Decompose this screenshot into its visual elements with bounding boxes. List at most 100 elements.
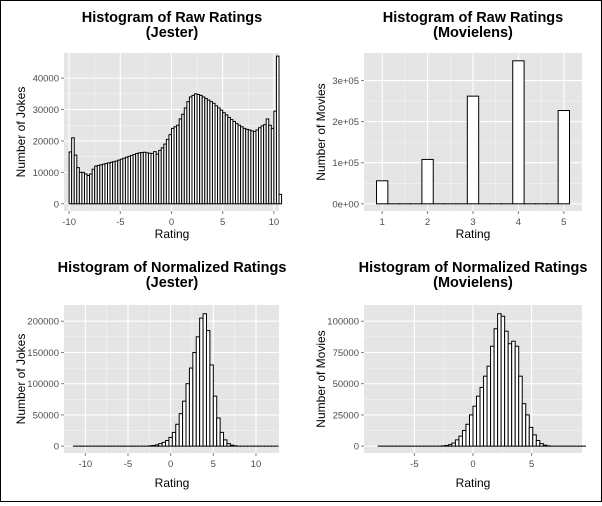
movielens-normalized-title: Histogram of Normalized Ratings bbox=[359, 260, 588, 276]
jester-raw-y-axis-label: Number of Jokes bbox=[14, 87, 28, 178]
bar bbox=[183, 401, 186, 446]
movielens-normalized-subtitle: (Movielens) bbox=[433, 275, 513, 291]
bar bbox=[529, 427, 533, 446]
x-tick-label: -5 bbox=[124, 459, 132, 470]
x-tick-label: 0 bbox=[470, 459, 475, 470]
bar bbox=[558, 111, 569, 204]
bar bbox=[536, 441, 540, 447]
bar bbox=[210, 365, 213, 446]
bar bbox=[469, 415, 473, 446]
jester-normalized-title: Histogram of Normalized Ratings bbox=[58, 260, 287, 276]
jester-normalized-y-axis-label: Number of Jokes bbox=[14, 334, 28, 425]
x-tick-label: 1 bbox=[380, 217, 385, 228]
bar bbox=[376, 181, 387, 204]
y-tick-label: 75000 bbox=[333, 348, 359, 359]
bar bbox=[196, 337, 199, 446]
x-tick-label: 0 bbox=[168, 459, 173, 470]
x-tick-label: 5 bbox=[529, 459, 534, 470]
bar bbox=[448, 445, 452, 446]
y-tick-label: 10000 bbox=[33, 168, 59, 179]
x-tick-label: 2 bbox=[425, 217, 430, 228]
bar bbox=[166, 441, 169, 447]
y-tick-label: 100000 bbox=[27, 379, 59, 390]
bar bbox=[487, 366, 491, 446]
bar bbox=[515, 346, 519, 446]
bar bbox=[540, 444, 544, 446]
bar bbox=[276, 56, 279, 204]
y-tick-label: 0 bbox=[354, 442, 359, 453]
bar bbox=[189, 368, 192, 446]
jester-raw-title: Histogram of Raw Ratings bbox=[82, 10, 262, 26]
movielens-raw-title: Histogram of Raw Ratings bbox=[383, 10, 563, 26]
y-tick-label: 3e+05 bbox=[332, 76, 359, 87]
x-tick-label: -10 bbox=[78, 459, 92, 470]
y-tick-label: 50000 bbox=[333, 379, 359, 390]
bar bbox=[279, 194, 282, 203]
jester-normalized-plot-area bbox=[64, 305, 279, 453]
y-tick-label: 25000 bbox=[333, 410, 359, 421]
y-tick-label: 200000 bbox=[27, 317, 59, 328]
bar bbox=[505, 331, 509, 446]
jester-normalized-subtitle: (Jester) bbox=[146, 275, 199, 291]
movielens-raw-subtitle: (Movielens) bbox=[433, 25, 513, 41]
bar bbox=[498, 314, 502, 446]
bar bbox=[484, 376, 488, 446]
x-tick-label: 5 bbox=[561, 217, 566, 228]
x-tick-label: -5 bbox=[116, 217, 124, 228]
y-tick-label: 2e+05 bbox=[332, 117, 359, 128]
movielens-normalized-y-axis-label: Number of Movies bbox=[314, 330, 328, 427]
bar bbox=[462, 431, 466, 447]
bar bbox=[480, 387, 484, 446]
jester-raw-subtitle: (Jester) bbox=[146, 25, 199, 41]
x-tick-label: 5 bbox=[220, 217, 225, 228]
movielens-normalized-x-axis-label: Rating bbox=[456, 476, 491, 490]
bar bbox=[526, 415, 530, 446]
x-tick-label: 10 bbox=[251, 459, 262, 470]
bar bbox=[519, 376, 523, 446]
bar bbox=[200, 318, 203, 446]
y-tick-label: 1e+05 bbox=[332, 158, 359, 169]
bar bbox=[230, 445, 233, 446]
bar bbox=[455, 440, 459, 446]
y-tick-label: 0 bbox=[54, 199, 59, 210]
bar bbox=[227, 444, 230, 446]
bar bbox=[220, 432, 223, 446]
y-tick-label: 0 bbox=[54, 442, 59, 453]
bar bbox=[217, 418, 220, 446]
x-tick-label: -10 bbox=[62, 217, 76, 228]
y-tick-label: 0e+00 bbox=[332, 199, 359, 210]
x-tick-label: 4 bbox=[516, 217, 521, 228]
bar bbox=[513, 61, 524, 204]
bar bbox=[152, 446, 155, 447]
bar bbox=[169, 437, 172, 446]
bar bbox=[179, 414, 182, 446]
y-tick-label: 100000 bbox=[327, 317, 359, 328]
bar bbox=[512, 341, 516, 446]
bar bbox=[494, 329, 498, 446]
movielens-raw-y-axis-label: Number of Movies bbox=[314, 83, 328, 180]
bar bbox=[224, 440, 227, 446]
bar bbox=[533, 435, 537, 446]
bar bbox=[459, 436, 463, 446]
x-tick-label: 10 bbox=[269, 217, 280, 228]
bar bbox=[543, 445, 547, 446]
y-tick-label: 20000 bbox=[33, 136, 59, 147]
bar bbox=[477, 396, 481, 446]
bar bbox=[213, 396, 216, 446]
jester-normalized-x-axis-label: Rating bbox=[155, 476, 190, 490]
bar bbox=[193, 352, 196, 446]
bar bbox=[203, 314, 206, 446]
bar bbox=[159, 444, 162, 446]
bar bbox=[176, 424, 179, 446]
bar bbox=[422, 159, 433, 203]
bar bbox=[473, 406, 477, 446]
bar bbox=[491, 346, 495, 446]
bar bbox=[452, 443, 456, 446]
y-tick-label: 30000 bbox=[33, 105, 59, 116]
y-tick-label: 50000 bbox=[33, 410, 59, 421]
